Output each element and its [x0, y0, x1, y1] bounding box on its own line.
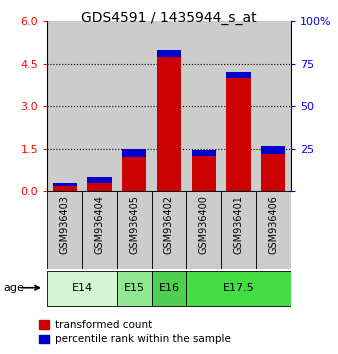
Bar — [192, 156, 216, 191]
Text: GSM936402: GSM936402 — [164, 195, 174, 254]
Bar — [256, 21, 291, 191]
FancyBboxPatch shape — [152, 191, 186, 269]
Bar — [122, 149, 146, 157]
Bar — [261, 154, 286, 191]
Text: age: age — [3, 283, 24, 293]
Text: E15: E15 — [124, 283, 145, 293]
Text: E17.5: E17.5 — [223, 283, 255, 293]
Bar — [87, 177, 112, 183]
Bar — [192, 149, 216, 156]
Text: GSM936406: GSM936406 — [268, 195, 278, 254]
FancyBboxPatch shape — [117, 271, 152, 306]
Text: GDS4591 / 1435944_s_at: GDS4591 / 1435944_s_at — [81, 11, 257, 25]
Bar — [157, 57, 181, 191]
FancyBboxPatch shape — [186, 271, 291, 306]
Text: GSM936404: GSM936404 — [94, 195, 104, 254]
Bar — [226, 78, 251, 191]
Text: E16: E16 — [159, 283, 179, 293]
Bar — [117, 21, 152, 191]
Bar — [82, 21, 117, 191]
Text: GSM936403: GSM936403 — [60, 195, 70, 254]
FancyBboxPatch shape — [82, 191, 117, 269]
Bar — [122, 157, 146, 191]
Bar — [52, 186, 77, 191]
Bar — [221, 21, 256, 191]
Bar — [157, 50, 181, 57]
FancyBboxPatch shape — [117, 191, 152, 269]
Bar — [261, 147, 286, 154]
Text: GSM936401: GSM936401 — [234, 195, 244, 254]
Legend: transformed count, percentile rank within the sample: transformed count, percentile rank withi… — [39, 320, 231, 344]
Bar — [52, 183, 77, 186]
FancyBboxPatch shape — [47, 191, 82, 269]
FancyBboxPatch shape — [47, 271, 117, 306]
Bar — [226, 72, 251, 78]
Bar — [152, 21, 186, 191]
FancyBboxPatch shape — [221, 191, 256, 269]
FancyBboxPatch shape — [152, 271, 186, 306]
FancyBboxPatch shape — [256, 191, 291, 269]
Text: GSM936400: GSM936400 — [199, 195, 209, 254]
Bar — [87, 183, 112, 191]
Text: GSM936405: GSM936405 — [129, 195, 139, 254]
Bar — [47, 21, 82, 191]
FancyBboxPatch shape — [186, 191, 221, 269]
Bar — [186, 21, 221, 191]
Text: E14: E14 — [72, 283, 93, 293]
